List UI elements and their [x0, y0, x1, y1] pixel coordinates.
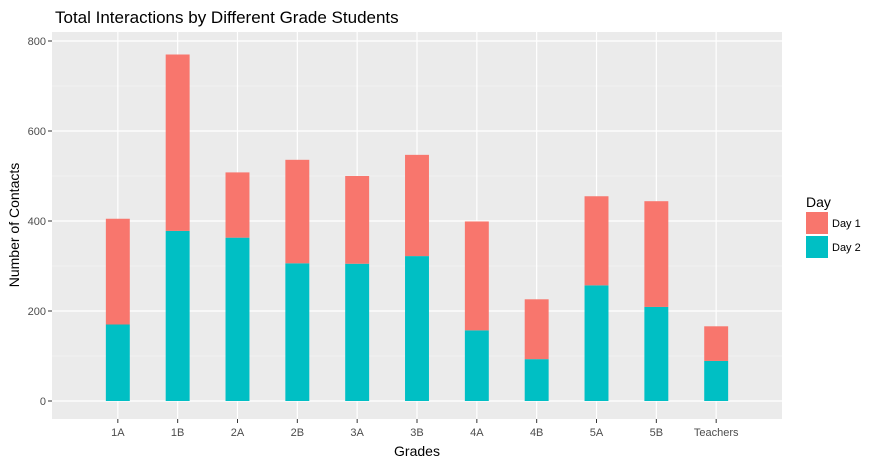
x-axis-ticks: 1A 1B 2A 2B 3A 3B 4A 4B 5A 5B Teachers: [111, 419, 739, 439]
x-tick-label: 4B: [530, 427, 543, 439]
x-tick-label: 3B: [410, 427, 423, 439]
bar-day-2-4b: [524, 359, 549, 401]
chart-title: Total Interactions by Different Grade St…: [55, 8, 399, 27]
x-tick-label: 1A: [111, 427, 125, 439]
bar-day-2-1b: [165, 230, 190, 401]
bar-day-2-2b: [285, 263, 310, 401]
bar-day-1-3a: [345, 176, 370, 264]
bar-day-2-5a: [584, 285, 609, 401]
legend: Day Day 1 Day 2: [806, 194, 861, 258]
x-tick-label: 5B: [650, 427, 663, 439]
x-axis-title: Grades: [394, 443, 440, 459]
bar-day-1-2a: [225, 172, 250, 238]
bar-day-2-3b: [405, 256, 429, 401]
y-tick-label: 400: [28, 216, 46, 228]
x-tick-label: Teachers: [694, 427, 739, 439]
bars: [105, 54, 729, 401]
x-tick-label: 5A: [590, 427, 604, 439]
bar-day-1-teachers: [704, 326, 729, 361]
bar-day-1-3b: [405, 154, 429, 257]
legend-label-day-1: Day 1: [832, 218, 861, 230]
bar-day-1-5b: [644, 201, 669, 307]
bar-day-1-1a: [105, 218, 130, 325]
bar-day-2-4a: [464, 330, 489, 401]
x-tick-label: 4A: [470, 427, 484, 439]
y-axis-ticks: 0 200 400 600 800: [28, 36, 52, 408]
y-tick-label: 600: [28, 126, 46, 138]
bar-day-1-4a: [464, 221, 489, 331]
x-tick-label: 3A: [350, 427, 364, 439]
bar-day-2-teachers: [704, 360, 729, 401]
bar-day-1-4b: [524, 299, 549, 360]
bar-day-1-2b: [285, 159, 310, 264]
bar-day-2-3a: [345, 263, 370, 401]
bar-day-1-1b: [165, 54, 190, 231]
legend-label-day-2: Day 2: [832, 242, 861, 254]
y-tick-label: 0: [40, 396, 46, 408]
bar-day-2-1a: [105, 324, 130, 401]
y-tick-label: 200: [28, 306, 46, 318]
x-tick-label: 2A: [231, 427, 245, 439]
y-tick-label: 800: [28, 36, 46, 48]
bar-day-2-2a: [225, 237, 250, 401]
bar-day-2-5b: [644, 306, 669, 401]
legend-key-day-2: [806, 236, 828, 258]
x-tick-label: 2B: [291, 427, 304, 439]
legend-key-day-1: [806, 212, 828, 234]
bar-day-1-5a: [584, 196, 609, 286]
x-tick-label: 1B: [171, 427, 184, 439]
legend-title: Day: [806, 194, 831, 210]
y-axis-title: Number of Contacts: [6, 163, 22, 288]
